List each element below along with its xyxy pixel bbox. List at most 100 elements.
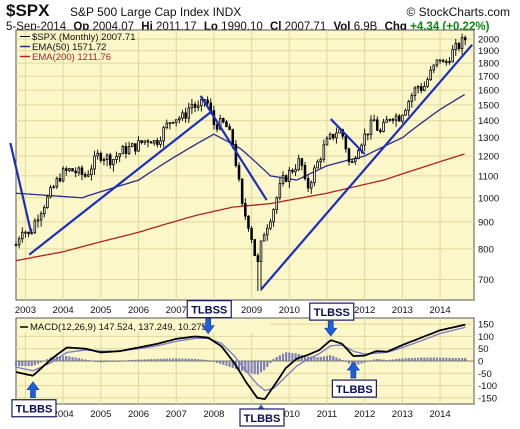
price-candle-body [134,143,137,152]
price-candle-body [171,121,175,124]
macd-histogram-bar [260,360,263,373]
macd-histogram-bar [288,352,291,362]
macd-histogram-bar [65,355,68,362]
price-candle-body [156,139,159,145]
price-candle-body [55,178,59,188]
macd-histogram-bar [62,356,65,362]
price-candle-body [322,144,326,160]
price-candle-body [269,221,272,229]
exchange-text: INDX [212,5,242,19]
price-candle-body [357,150,360,160]
price-y-tick-label: 2000 [478,34,499,45]
trendline [199,95,268,201]
trendline [329,118,366,155]
price-candle-body [432,64,436,71]
price-y-tick-label: 1500 [478,100,499,111]
price-candle-body [300,158,304,166]
price-y-tick-label: 1300 [478,133,499,144]
price-candle-body [272,209,275,223]
macd-histogram-bar [24,360,27,367]
trendline [260,44,473,291]
price-candle-body [247,215,250,229]
macd-histogram-bar [448,357,451,362]
price-candle-body [234,143,238,166]
price-candle-body [244,202,247,217]
macd-histogram-bar [410,358,413,362]
price-y-tick-label: 1000 [478,193,499,204]
price-candle-body [463,37,467,41]
legend-entry: $SPX (Monthly) 2007.71 [32,32,136,43]
signal-label-box [331,379,377,398]
price-candle-body [127,146,131,154]
price-candle-body [196,105,200,108]
price-candle-body [231,129,235,145]
price-candle-body [385,119,388,123]
price-candle-body [200,98,203,107]
price-candle-body [61,168,65,182]
price-candle-body [448,61,451,63]
trendline [9,142,33,233]
price-candle-body [454,42,458,50]
macd-histogram-bar [442,357,445,362]
price-candle-body [313,167,316,184]
price-candle-body [294,169,297,173]
macd-histogram-bar [291,353,294,362]
macd-histogram-bar [357,360,360,365]
price-candle-body [401,114,404,122]
price-candle-body [86,174,90,177]
macd-histogram-bar [18,360,21,367]
price-x-tick-label: 2014 [430,305,451,316]
price-candle-body [64,168,68,171]
price-candle-body [143,140,147,143]
macd-histogram-bar [275,357,278,362]
price-candle-body [240,178,244,204]
price-candle-body [451,49,454,63]
close-label: Cl [269,21,282,33]
price-candle-body [71,168,74,172]
price-candle-body [215,124,219,130]
price-candle-body [350,161,354,164]
price-x-tick-label: 2012 [354,305,375,316]
price-candle-body [17,238,21,246]
macd-histogram-bar [322,356,325,362]
macd-histogram-bar [420,357,423,362]
price-candle-body [278,183,282,199]
price-candle-body [146,140,150,143]
price-candle-body [407,101,410,111]
macd-histogram-bar [335,357,338,362]
macd-x-tick-label: 2010 [279,409,300,420]
price-candle-body [83,174,87,177]
price-candle-body [152,139,156,144]
price-candle-body [347,148,351,163]
macd-y-tick-label: -150 [478,393,497,404]
signal-label: TLBBS [244,413,281,425]
price-candle-body [391,118,395,121]
price-candle-body [52,186,55,189]
price-candle-body [316,161,319,169]
price-candle-body [118,153,121,158]
macd-histogram-bar [71,357,74,362]
macd-histogram-bar [68,356,71,362]
macd-histogram-bar [454,357,457,362]
macd-histogram-bar [228,360,231,367]
price-candle-body [319,158,322,163]
macd-histogram-bar [464,358,467,362]
price-x-tick-label: 2005 [90,305,111,316]
up-arrow-icon [26,381,40,399]
macd-line [15,323,466,401]
price-y-tick-label: 1900 [478,46,499,57]
price-candle-body [112,159,115,166]
price-candle-body [181,112,184,119]
macd-histogram-bar [451,357,454,362]
price-candle-body [423,86,426,91]
price-x-tick-label: 2004 [53,305,74,316]
macd-histogram-bar [407,358,410,362]
macd-histogram-bar [429,357,432,362]
price-candle-body [36,219,40,222]
price-candle-body [266,227,269,236]
macd-y-tick-label: 100 [478,332,494,343]
macd-x-tick-label: 2014 [430,409,451,420]
macd-y-tick-label: -100 [478,381,497,392]
price-candle-body [39,213,43,221]
